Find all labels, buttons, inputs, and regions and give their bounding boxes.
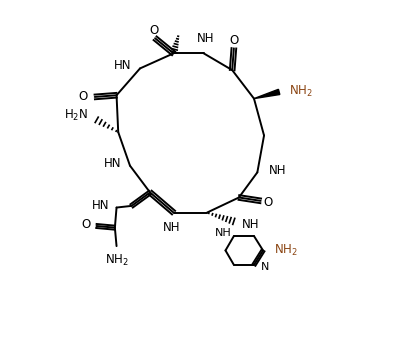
Text: NH$_2$: NH$_2$ bbox=[274, 243, 297, 258]
Text: O: O bbox=[79, 90, 88, 103]
Text: N: N bbox=[261, 262, 269, 271]
Text: O: O bbox=[264, 196, 273, 209]
Text: O: O bbox=[150, 24, 159, 38]
Polygon shape bbox=[254, 89, 280, 99]
Text: NH$_2$: NH$_2$ bbox=[289, 84, 313, 99]
Text: O: O bbox=[81, 218, 90, 232]
Text: NH: NH bbox=[214, 228, 231, 238]
Text: H$_2$N: H$_2$N bbox=[64, 108, 88, 123]
Text: HN: HN bbox=[92, 199, 110, 212]
Text: NH: NH bbox=[242, 218, 259, 231]
Text: HN: HN bbox=[104, 158, 122, 170]
Text: NH: NH bbox=[163, 221, 180, 234]
Text: HN: HN bbox=[114, 58, 132, 72]
Text: O: O bbox=[230, 34, 239, 47]
Text: NH: NH bbox=[197, 32, 214, 45]
Text: NH: NH bbox=[269, 164, 286, 177]
Text: NH$_2$: NH$_2$ bbox=[105, 253, 128, 268]
